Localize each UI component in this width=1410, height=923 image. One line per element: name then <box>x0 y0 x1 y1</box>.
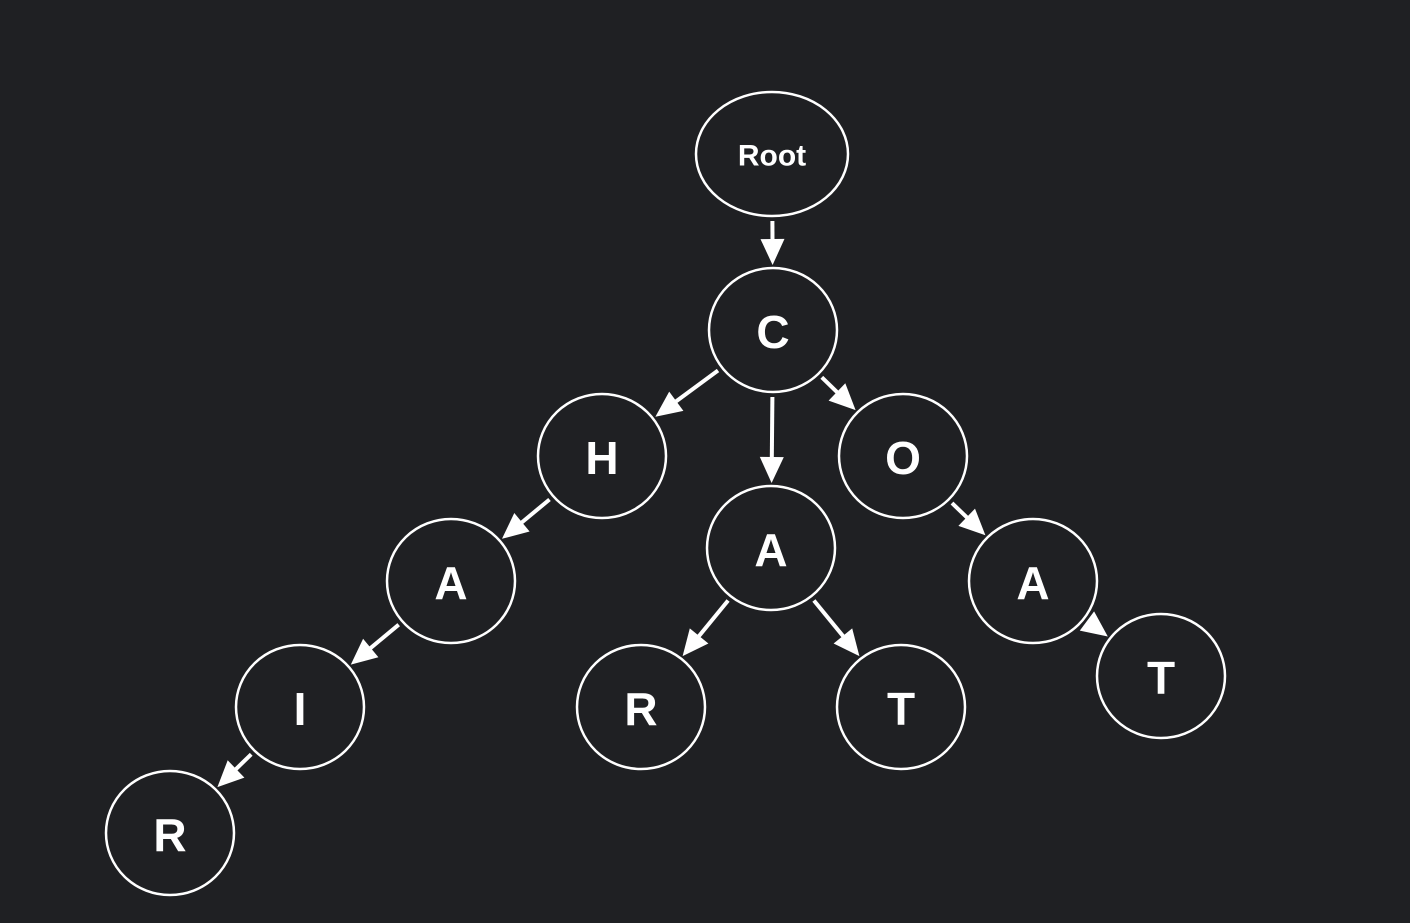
node-label: A <box>754 524 787 576</box>
node-label: R <box>624 683 657 735</box>
node-label: Root <box>738 140 806 173</box>
edge-line <box>772 397 773 459</box>
node-label: A <box>434 557 467 609</box>
node-label: O <box>885 432 921 484</box>
node-label: H <box>585 432 618 484</box>
node-label: C <box>756 306 789 358</box>
node-label: T <box>1147 652 1175 704</box>
node-label: R <box>153 809 186 861</box>
node-label: A <box>1016 557 1049 609</box>
node-label: I <box>294 683 307 735</box>
node-label: T <box>887 683 915 735</box>
